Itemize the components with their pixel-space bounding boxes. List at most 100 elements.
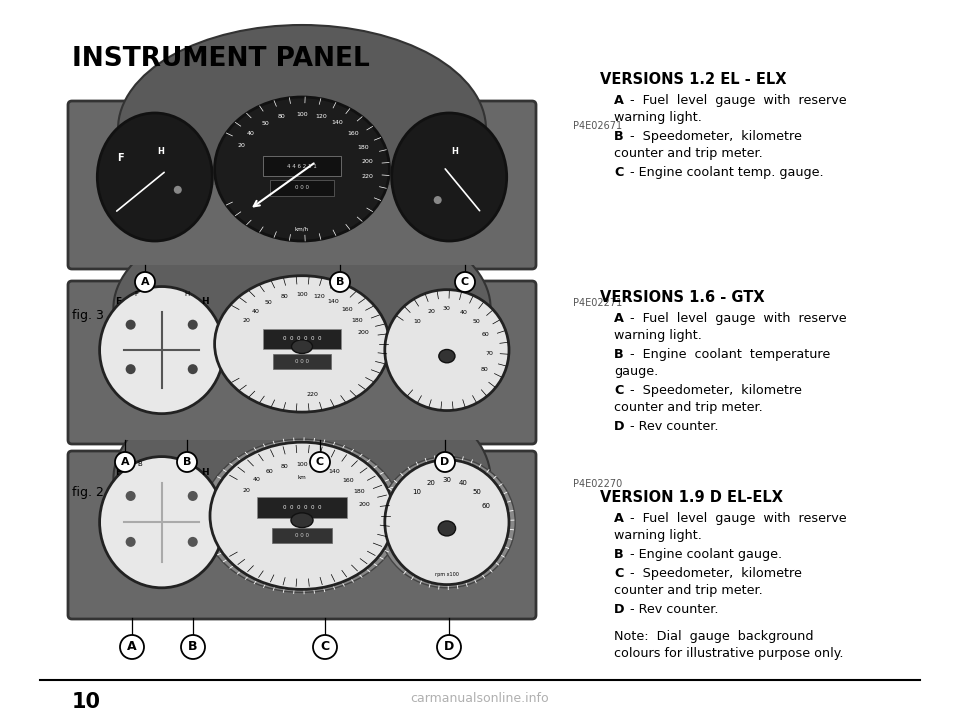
Text: 40: 40 [252, 309, 259, 314]
Text: fig. 2: fig. 2 [72, 486, 104, 499]
Ellipse shape [438, 521, 456, 536]
Text: A: A [121, 457, 130, 467]
Text: 50: 50 [473, 319, 481, 324]
Text: 0  0  0  0  0  0: 0 0 0 0 0 0 [283, 337, 322, 342]
Text: 40: 40 [459, 480, 468, 486]
Text: A: A [141, 277, 150, 287]
Text: 0 0 0: 0 0 0 [295, 359, 309, 364]
FancyBboxPatch shape [273, 354, 331, 369]
Text: counter and trip meter.: counter and trip meter. [614, 401, 763, 414]
Text: km: km [298, 475, 306, 480]
Text: warning light.: warning light. [614, 329, 702, 342]
Text: - Engine coolant temp. gauge.: - Engine coolant temp. gauge. [626, 166, 824, 179]
Text: 70: 70 [485, 351, 492, 356]
Text: B: B [614, 348, 624, 361]
Text: -  Fuel  level  gauge  with  reserve: - Fuel level gauge with reserve [626, 94, 847, 107]
Text: 220: 220 [306, 392, 319, 397]
Circle shape [437, 635, 461, 659]
Text: 60: 60 [266, 469, 274, 474]
Text: 140: 140 [327, 299, 339, 304]
Text: 60: 60 [482, 332, 490, 337]
Ellipse shape [378, 457, 516, 588]
Text: A: A [614, 312, 624, 325]
Ellipse shape [100, 287, 224, 414]
Text: 140: 140 [328, 469, 340, 474]
Text: 0 0 0: 0 0 0 [295, 533, 309, 538]
Text: P4E02270: P4E02270 [573, 479, 622, 489]
Text: -  Speedometer,  kilometre: - Speedometer, kilometre [626, 567, 802, 580]
Text: 200: 200 [362, 159, 373, 164]
Text: 80: 80 [277, 114, 285, 119]
Circle shape [126, 320, 135, 329]
Text: 20: 20 [426, 480, 436, 486]
Text: 40: 40 [460, 310, 468, 315]
Text: - Rev counter.: - Rev counter. [626, 603, 718, 616]
Text: A: A [127, 640, 137, 653]
Text: A: A [181, 462, 186, 467]
FancyBboxPatch shape [72, 535, 532, 615]
Ellipse shape [385, 460, 509, 584]
Circle shape [188, 364, 198, 374]
Text: 140: 140 [331, 120, 343, 125]
Text: B: B [614, 130, 624, 143]
Text: 50: 50 [472, 489, 481, 495]
FancyBboxPatch shape [272, 528, 332, 543]
Circle shape [126, 491, 135, 501]
Text: 80: 80 [480, 367, 488, 372]
Text: 220: 220 [362, 174, 373, 179]
Text: 20: 20 [238, 143, 246, 148]
Ellipse shape [100, 457, 224, 588]
Text: H: H [451, 147, 458, 156]
Circle shape [330, 272, 350, 292]
Ellipse shape [439, 349, 455, 363]
Ellipse shape [203, 439, 401, 592]
FancyBboxPatch shape [257, 497, 348, 518]
Circle shape [310, 452, 330, 472]
Text: 10: 10 [413, 319, 420, 324]
Circle shape [126, 537, 135, 547]
Ellipse shape [113, 375, 491, 583]
Text: 120: 120 [316, 114, 327, 119]
Text: 100: 100 [297, 111, 308, 116]
Ellipse shape [113, 207, 491, 409]
Text: 20: 20 [243, 318, 251, 323]
Text: H: H [202, 468, 209, 477]
Text: F: F [134, 291, 139, 297]
Text: - Engine coolant gauge.: - Engine coolant gauge. [626, 548, 782, 561]
Text: B: B [137, 462, 142, 467]
Text: F: F [115, 297, 121, 306]
Text: C: C [614, 384, 623, 397]
Text: -  Speedometer,  kilometre: - Speedometer, kilometre [626, 384, 802, 397]
Circle shape [126, 364, 135, 374]
Text: -  Engine  coolant  temperature: - Engine coolant temperature [626, 348, 830, 361]
Text: gauge.: gauge. [614, 365, 659, 378]
Text: C: C [321, 640, 329, 653]
Text: B: B [614, 548, 624, 561]
Circle shape [188, 491, 198, 501]
Text: P4E02671: P4E02671 [573, 121, 622, 131]
Text: 40: 40 [247, 131, 255, 136]
Ellipse shape [118, 25, 486, 233]
Circle shape [115, 452, 135, 472]
Text: 60: 60 [481, 503, 491, 508]
Text: 200: 200 [357, 329, 369, 334]
Text: rpm x100: rpm x100 [435, 572, 459, 577]
Text: 160: 160 [343, 478, 354, 483]
Text: 120: 120 [314, 294, 325, 299]
FancyBboxPatch shape [72, 363, 532, 440]
Text: B: B [188, 640, 198, 653]
Text: D: D [441, 457, 449, 467]
Text: C: C [461, 277, 469, 287]
Text: A: A [614, 94, 624, 107]
Text: 30: 30 [443, 477, 451, 483]
FancyBboxPatch shape [68, 101, 536, 269]
Text: VERSIONS 1.6 - GTX: VERSIONS 1.6 - GTX [600, 290, 764, 305]
FancyBboxPatch shape [270, 180, 334, 196]
Text: 80: 80 [280, 294, 289, 299]
Text: 20: 20 [242, 488, 251, 493]
Text: 40: 40 [252, 477, 260, 482]
Text: Note:  Dial  gauge  background: Note: Dial gauge background [614, 630, 813, 643]
Text: km/h: km/h [295, 227, 309, 232]
Text: 20: 20 [427, 310, 435, 315]
FancyBboxPatch shape [68, 451, 536, 619]
